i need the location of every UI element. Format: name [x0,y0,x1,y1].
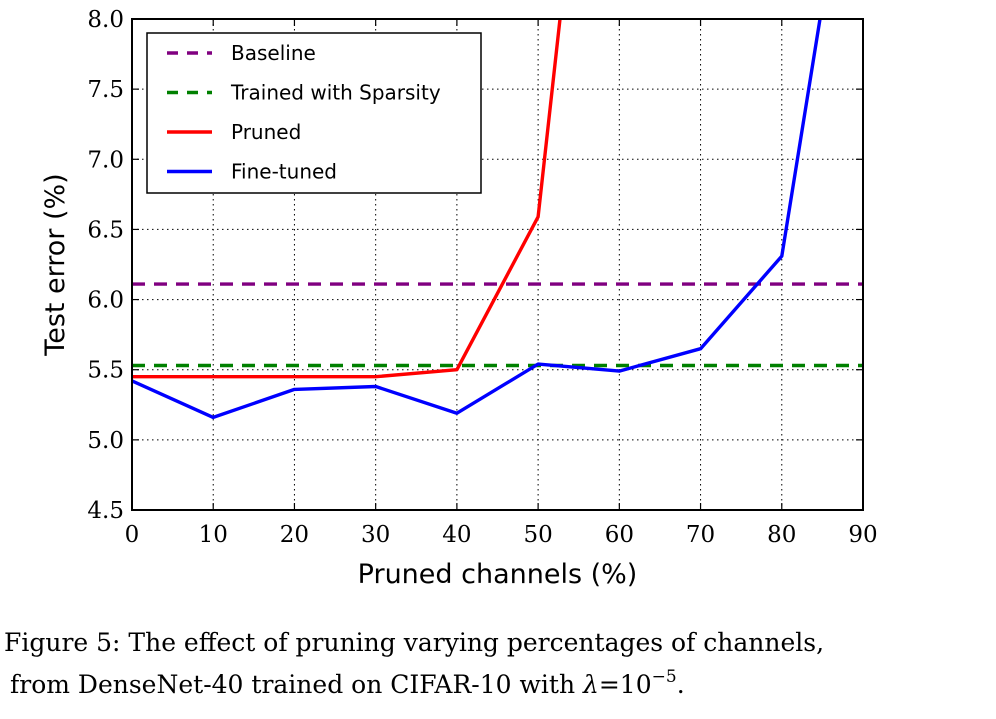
y-tick-label: 6.5 [87,217,124,243]
y-tick-label: 7.5 [87,77,124,103]
x-tick-label: 60 [605,522,634,548]
y-tick-label: 4.5 [87,498,124,524]
x-axis-label: Pruned channels (%) [358,559,638,590]
x-tick-label: 90 [848,522,877,548]
x-tick-label: 80 [767,522,796,548]
series-layer [132,19,863,420]
caption-exponent: −5 [651,667,677,687]
legend-box [146,32,482,194]
y-tick-label: 5.5 [87,358,124,384]
figure-caption: Figure 5: The effect of pruning varying … [4,626,994,702]
legend: Baseline Trained with Sparsity Pruned Fine-… [146,32,482,194]
plot-frame [131,18,864,511]
x-tick-label: 30 [361,522,390,548]
caption-equals: =10 [598,670,652,699]
y-tick-label: 7.0 [87,147,124,173]
legend-label: Trained with Sparsity [230,81,441,105]
x-tick-label: 40 [442,522,471,548]
y-tick-label: 5.0 [87,428,124,454]
legend-label: Fine-tuned [231,160,337,184]
series-line-fine-tuned [132,19,822,420]
y-tick-label: 8.0 [87,7,124,33]
x-tick-label: 10 [199,522,228,548]
x-tick-label: 0 [125,522,140,548]
y-tick-label: 6.0 [87,288,124,314]
chart-figure: 0 10 20 30 40 50 60 70 80 90 4.5 5.0 5.5 6.0 6.5 7.0 7.5… [40,7,878,590]
x-tick-label: 50 [523,522,552,548]
caption-period: . [676,670,685,699]
grid-layer [132,19,863,510]
y-axis-label: Test error (%) [40,173,71,356]
caption-line-2-text: from DenseNet-40 trained on CIFAR-10 wit… [10,670,583,699]
tick-layer [131,18,864,511]
legend-label: Pruned [231,120,301,144]
tick-label-layer: 0 10 20 30 40 50 60 70 80 90 4.5 5.0 5.5 6.0 6.5 7.0 7.5… [87,7,877,548]
caption-line-2: from DenseNet-40 trained on CIFAR-10 wit… [4,660,994,702]
x-tick-label: 20 [280,522,309,548]
series-line-pruned [132,19,562,379]
legend-label: Baseline [231,41,316,65]
caption-line-1: Figure 5: The effect of pruning varying … [4,628,825,657]
lambda-symbol: λ [583,670,599,699]
x-tick-label: 70 [686,522,715,548]
